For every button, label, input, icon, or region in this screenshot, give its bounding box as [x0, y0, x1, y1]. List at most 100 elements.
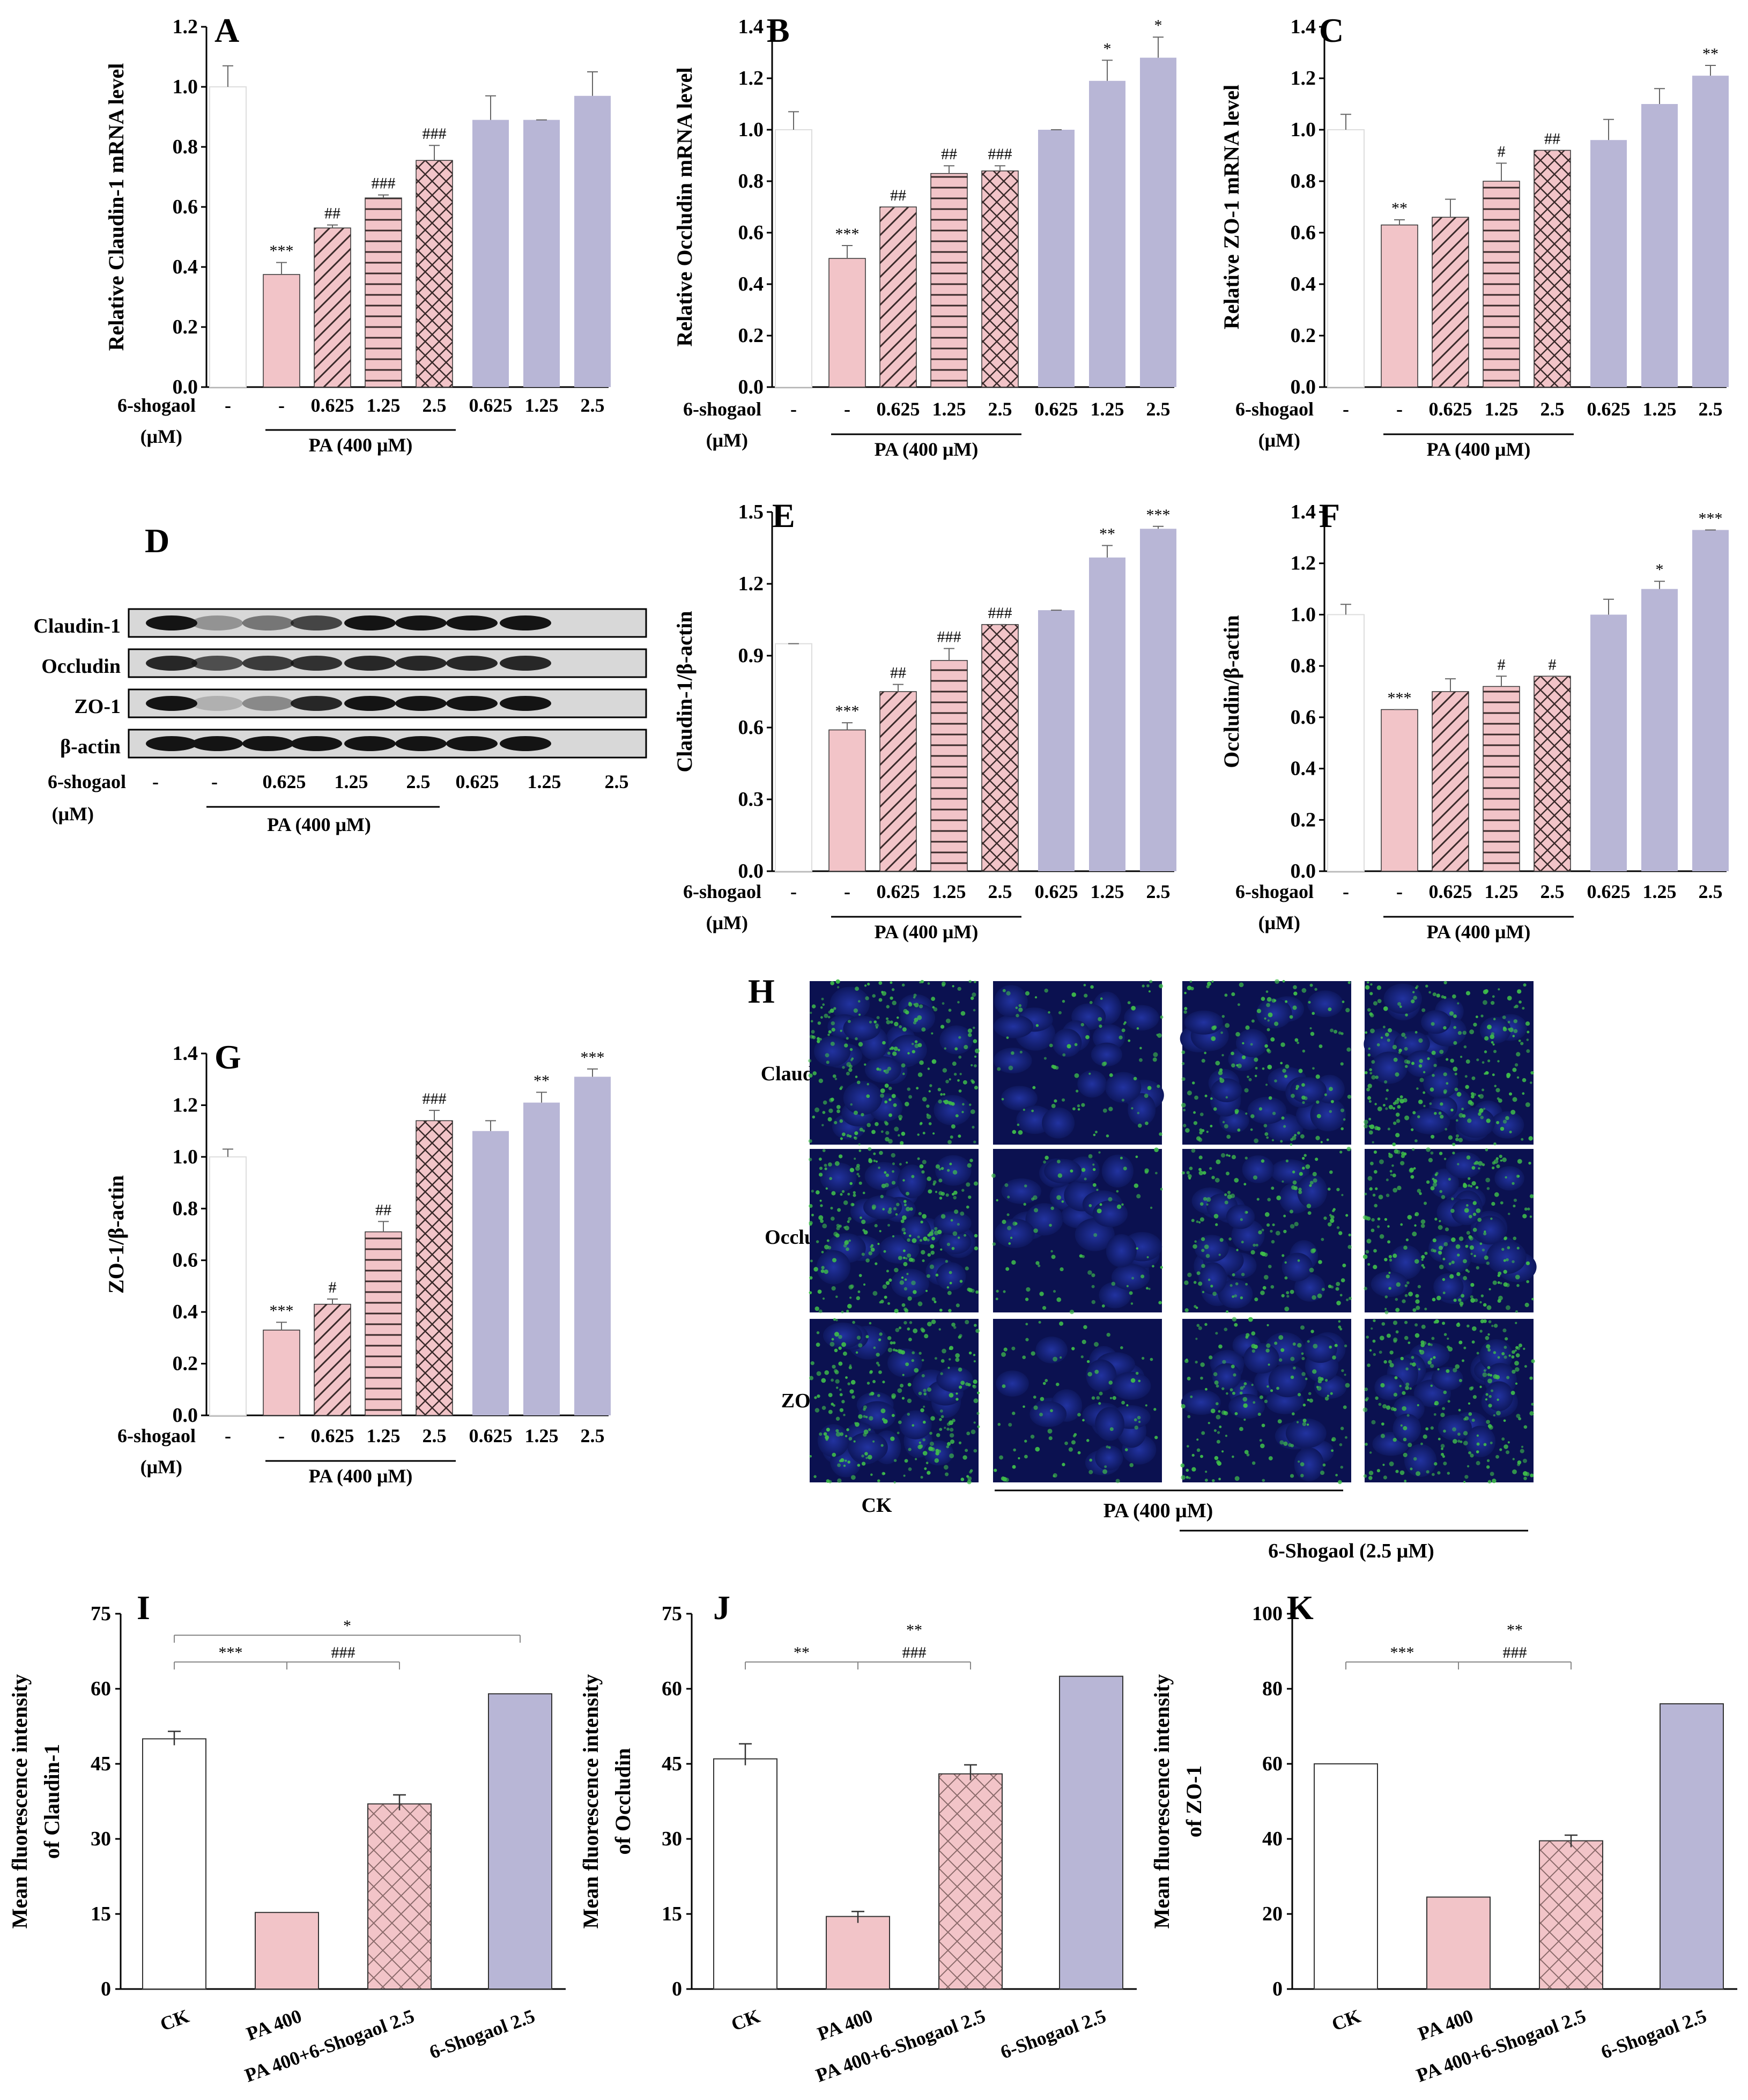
junction-signal [1242, 1042, 1245, 1045]
junction-signal [1083, 984, 1086, 986]
x-tick-label: 6-Shogaol 2.5 [426, 2005, 537, 2063]
junction-signal [1283, 1441, 1288, 1446]
junction-signal [1436, 1295, 1441, 1301]
junction-signal [824, 1167, 827, 1170]
nucleus [1091, 1042, 1122, 1067]
junction-signal [1011, 1260, 1016, 1265]
junction-signal [949, 1453, 954, 1458]
significance-label: *** [835, 702, 860, 720]
nucleus [1490, 1111, 1524, 1139]
nucleus [1364, 1028, 1405, 1060]
y-tick-label: 0.2 [173, 316, 198, 338]
bar [938, 1773, 1003, 1990]
junction-signal [1216, 1159, 1221, 1164]
junction-signal [1328, 1285, 1332, 1288]
junction-signal [1373, 1150, 1377, 1154]
junction-signal [1204, 1051, 1207, 1055]
junction-signal [1371, 1420, 1376, 1424]
junction-signal [1090, 985, 1094, 989]
junction-signal [1301, 1083, 1305, 1087]
junction-signal [1284, 1074, 1288, 1078]
junction-signal [1427, 1342, 1431, 1346]
junction-signal [912, 1238, 917, 1243]
nucleus [1405, 1050, 1438, 1078]
junction-signal [1404, 1294, 1408, 1297]
junction-signal [955, 1353, 960, 1358]
junction-signal [1229, 1388, 1233, 1392]
junction-signal [1440, 1102, 1443, 1106]
junction-signal [1367, 1363, 1371, 1367]
junction-signal [1008, 1422, 1012, 1427]
blot-band [446, 656, 498, 671]
junction-signal [1386, 1193, 1390, 1197]
junction-signal [1472, 1228, 1477, 1232]
blot-band [146, 696, 197, 711]
junction-signal [1220, 1153, 1226, 1158]
junction-signal [1192, 1081, 1195, 1085]
bar [879, 691, 917, 872]
nucleus [1242, 1155, 1275, 1183]
junction-signal [943, 1100, 945, 1103]
junction-signal [921, 1329, 925, 1333]
junction-signal [903, 1262, 908, 1266]
junction-signal [908, 1095, 913, 1099]
junction-signal [1453, 1014, 1457, 1018]
junction-signal [1499, 1448, 1502, 1451]
junction-signal [1401, 1154, 1405, 1159]
junction-signal [828, 1108, 833, 1114]
junction-signal [1406, 1281, 1410, 1285]
junction-signal [1530, 1071, 1534, 1075]
junction-signal [1318, 1260, 1322, 1264]
junction-signal [898, 1256, 902, 1260]
nucleus [994, 1014, 1033, 1038]
junction-signal [1515, 1367, 1520, 1372]
junction-signal [942, 1068, 947, 1073]
junction-signal [1379, 1335, 1384, 1341]
junction-signal [1484, 1255, 1488, 1260]
junction-signal [854, 1131, 858, 1136]
junction-signal [816, 1190, 820, 1194]
significance-label: ## [375, 1201, 391, 1219]
blot-band [395, 736, 447, 751]
junction-signal [1245, 1282, 1248, 1286]
junction-signal [1136, 1247, 1138, 1250]
junction-signal [1424, 1201, 1427, 1205]
junction-signal [1320, 1141, 1323, 1144]
junction-signal [1492, 1479, 1497, 1483]
nucleus [817, 1424, 849, 1457]
junction-signal [1088, 1072, 1091, 1075]
junction-signal [876, 1361, 879, 1365]
junction-signal [1330, 1100, 1334, 1103]
junction-signal [898, 1349, 903, 1354]
y-axis-label-1: Mean fluorescence intensity [8, 1674, 32, 1929]
junction-signal [1268, 1456, 1273, 1461]
junction-signal [935, 1273, 939, 1277]
blot-lane-label: 1.25 [335, 771, 368, 792]
junction-signal [888, 1139, 893, 1144]
junction-signal [899, 1025, 902, 1028]
junction-signal [1531, 1403, 1534, 1406]
junction-signal [1206, 1130, 1209, 1133]
junction-signal [885, 1173, 890, 1177]
junction-signal [1515, 1004, 1519, 1008]
junction-signal [1214, 1380, 1219, 1385]
junction-signal [1301, 1372, 1306, 1376]
x-tick-label: 1.25 [367, 1425, 401, 1446]
junction-signal [1040, 1397, 1045, 1401]
junction-signal [1512, 1097, 1517, 1102]
nucleus [1128, 1093, 1156, 1126]
junction-signal [970, 1109, 975, 1114]
junction-signal [813, 1475, 817, 1478]
junction-signal [1411, 1062, 1415, 1065]
bracket-label: * [343, 1617, 351, 1635]
junction-signal [1245, 1025, 1250, 1030]
junction-signal [1392, 1173, 1396, 1178]
junction-signal [1505, 1258, 1509, 1262]
junction-signal [849, 1389, 854, 1394]
junction-signal [1442, 1322, 1446, 1325]
junction-signal [952, 985, 954, 988]
junction-signal [1468, 1412, 1472, 1416]
junction-signal [1460, 1440, 1463, 1443]
junction-signal [893, 1103, 897, 1107]
junction-signal [1100, 997, 1103, 1000]
